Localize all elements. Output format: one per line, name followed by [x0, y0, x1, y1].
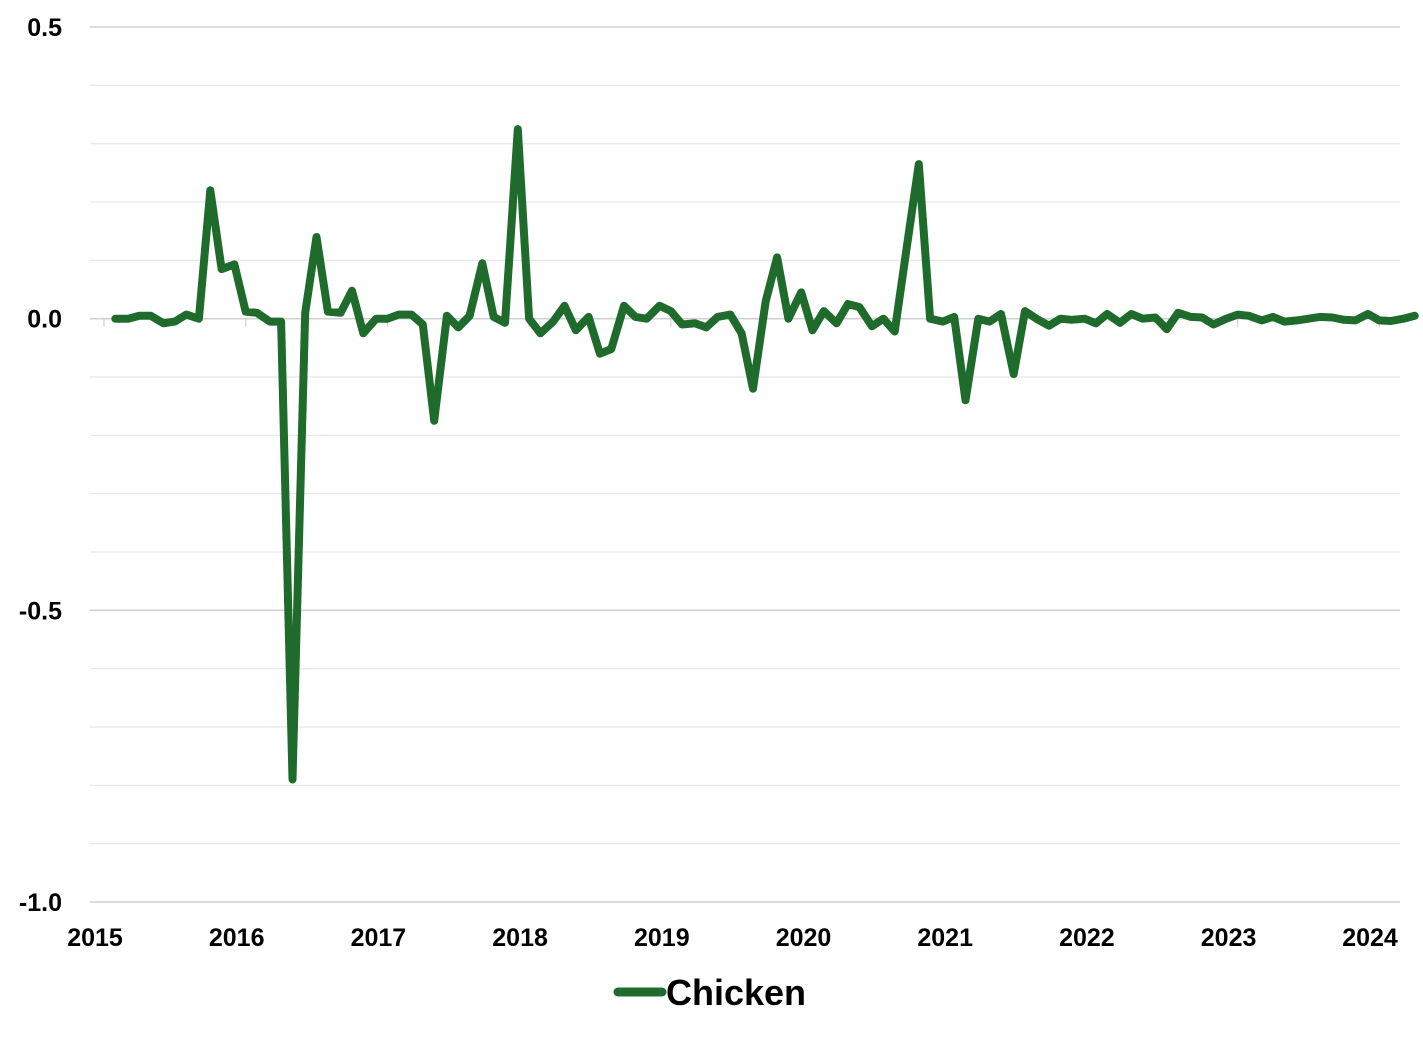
- x-tick-label: 2023: [1201, 924, 1257, 952]
- legend-label-chicken: Chicken: [666, 972, 806, 1013]
- series-line-chicken: [111, 125, 1419, 784]
- grid-layer: [90, 26, 1400, 903]
- x-tick-label: 2021: [917, 924, 973, 952]
- x-axis-ticks: 2015 2016 2017 2018 2019 2020 2021 2022 2023 2024: [67, 924, 1398, 952]
- x-tick-label: 2022: [1059, 924, 1115, 952]
- y-tick-label: 0.5: [27, 14, 62, 42]
- y-tick-label: -0.5: [19, 597, 62, 625]
- x-tick-label: 2024: [1342, 924, 1398, 952]
- y-tick-label: -1.0: [19, 889, 62, 917]
- x-tick-label: 2015: [67, 924, 123, 952]
- x-tick-label: 2019: [634, 924, 690, 952]
- legend: Chicken: [613, 972, 806, 1013]
- x-tick-label: 2018: [492, 924, 548, 952]
- x-tick-label: 2020: [776, 924, 832, 952]
- x-tick-label: 2016: [209, 924, 265, 952]
- y-tick-label: 0.0: [27, 306, 62, 334]
- series-layer: [111, 125, 1419, 784]
- x-tick-label: 2017: [351, 924, 407, 952]
- y-axis-ticks: 0.5 0.0 -0.5 -1.0: [19, 14, 62, 917]
